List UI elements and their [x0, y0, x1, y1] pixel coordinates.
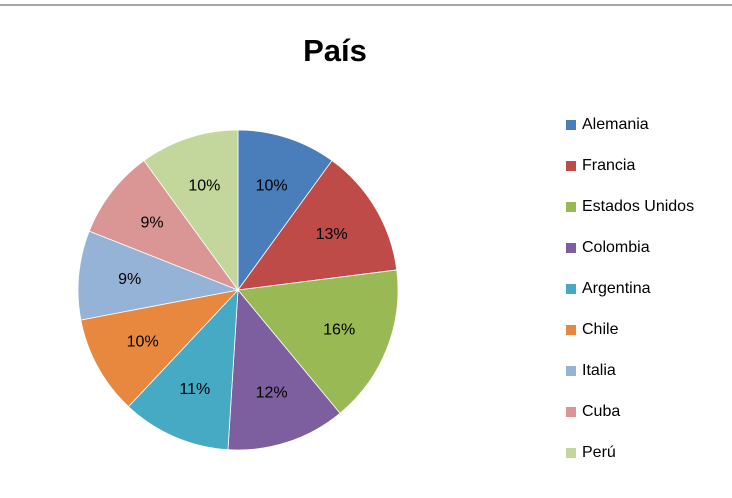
data-label: 11%	[179, 381, 210, 398]
data-label: 13%	[316, 226, 348, 243]
pie-slice	[80, 289, 240, 408]
legend-label: Perú	[582, 444, 616, 461]
chart-title: País	[303, 33, 367, 68]
pie-slice	[88, 159, 240, 291]
pie-slice	[237, 159, 398, 291]
legend-swatch	[566, 161, 576, 171]
pie-slice	[127, 288, 239, 451]
legend-swatch	[566, 325, 576, 335]
legend-label: Argentina	[582, 280, 651, 297]
legend-label: Italia	[582, 362, 616, 379]
legend-swatch	[566, 120, 576, 130]
legend-label: Francia	[582, 157, 635, 174]
data-label: 12%	[256, 385, 288, 402]
legend-label: Cuba	[582, 403, 620, 420]
legend-swatch	[566, 448, 576, 458]
data-label: 10%	[188, 178, 220, 195]
legend-label: Alemania	[582, 116, 649, 133]
legend-swatch	[566, 407, 576, 417]
data-label: 16%	[323, 321, 355, 338]
legend-swatch	[566, 284, 576, 294]
data-label: 9%	[118, 271, 141, 288]
legend-label: Colombia	[582, 239, 650, 256]
pie-slice	[237, 129, 333, 292]
pie-slice	[143, 129, 239, 292]
legend-label: Estados Unidos	[582, 198, 694, 215]
data-label: 9%	[140, 215, 163, 232]
legend-swatch	[566, 243, 576, 253]
pie-slice	[227, 288, 341, 451]
pie-slice	[237, 269, 399, 414]
legend-swatch	[566, 366, 576, 376]
data-label: 10%	[127, 334, 159, 351]
data-label: 10%	[256, 178, 288, 195]
pie-slice	[77, 230, 240, 321]
legend-label: Chile	[582, 321, 619, 338]
legend-swatch	[566, 202, 576, 212]
